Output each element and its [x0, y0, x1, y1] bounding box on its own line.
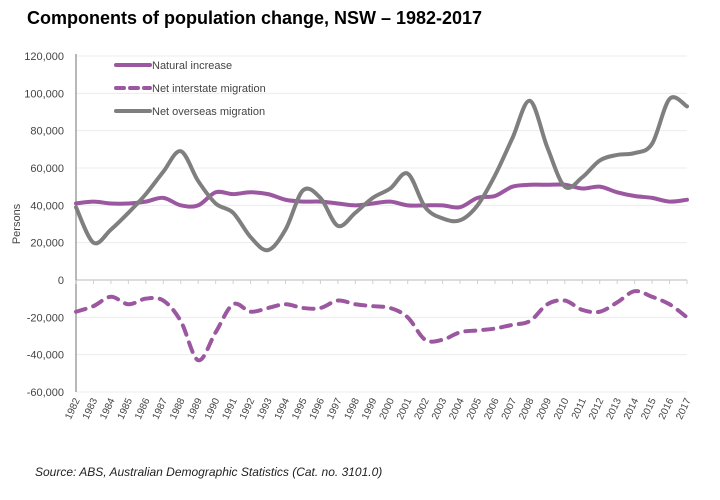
y-tick-label: 80,000	[30, 126, 64, 138]
y-tick-label: -40,000	[27, 350, 64, 362]
x-tick-label: 2008	[517, 396, 537, 421]
x-tick-label: 2017	[674, 396, 694, 421]
x-tick-label: 2001	[395, 396, 415, 421]
x-tick-label: 1982	[63, 396, 83, 421]
x-tick-label: 2016	[657, 396, 677, 421]
y-tick-label: -20,000	[27, 312, 64, 324]
x-tick-label: 1996	[308, 396, 328, 421]
series-line-natural-increase	[74, 182, 689, 210]
y-tick-label: -60,000	[27, 387, 64, 399]
x-tick-label: 1985	[116, 396, 136, 421]
x-tick-label: 2005	[465, 396, 485, 421]
x-tick-label: 1986	[133, 396, 153, 421]
y-tick-label: 60,000	[30, 163, 64, 175]
y-tick-label: 100,000	[24, 88, 64, 100]
series-line-net-interstate-migration	[74, 289, 689, 363]
y-tick-label: 120,000	[24, 51, 64, 63]
x-tick-label: 2007	[500, 396, 520, 421]
legend-label: Natural increase	[152, 60, 232, 72]
x-tick-label: 1983	[81, 396, 101, 421]
x-tick-label: 1997	[325, 396, 345, 421]
x-tick-label: 2013	[605, 396, 625, 421]
legend-label: Net overseas migration	[152, 106, 265, 118]
series-line-net-overseas-migration	[74, 95, 689, 253]
x-tick-label: 2004	[447, 396, 467, 421]
x-tick-label: 1999	[360, 396, 380, 421]
x-tick-label: 1995	[290, 396, 310, 421]
x-tick-label: 1994	[273, 396, 293, 421]
x-tick-label: 2000	[378, 396, 398, 421]
x-tick-label: 2003	[430, 396, 450, 421]
source-note: Source: ABS, Australian Demographic Stat…	[35, 465, 383, 479]
x-tick-label: 2006	[482, 396, 502, 421]
x-tick-label: 2012	[587, 396, 607, 421]
x-tick-label: 1987	[151, 396, 171, 421]
x-tick-label: 1992	[238, 396, 258, 421]
x-tick-label: 2009	[535, 396, 555, 421]
legend-label: Net interstate migration	[152, 83, 266, 95]
x-tick-label: 1991	[220, 396, 240, 421]
x-tick-label: 1990	[203, 396, 223, 421]
x-tick-label: 2014	[622, 396, 642, 421]
y-axis-label: Persons	[11, 203, 23, 244]
x-tick-label: 2015	[639, 396, 659, 421]
y-tick-label: 40,000	[30, 200, 64, 212]
x-tick-label: 1984	[98, 396, 118, 421]
y-tick-label: 20,000	[30, 238, 64, 250]
y-tick-label: 0	[58, 275, 64, 287]
x-tick-label: 2002	[412, 396, 432, 421]
x-tick-label: 1988	[168, 396, 188, 421]
x-tick-label: 2010	[552, 396, 572, 421]
chart-title: Components of population change, NSW – 1…	[27, 8, 483, 28]
x-tick-label: 1989	[186, 396, 206, 421]
x-tick-label: 1998	[343, 396, 363, 421]
x-tick-label: 1993	[255, 396, 275, 421]
